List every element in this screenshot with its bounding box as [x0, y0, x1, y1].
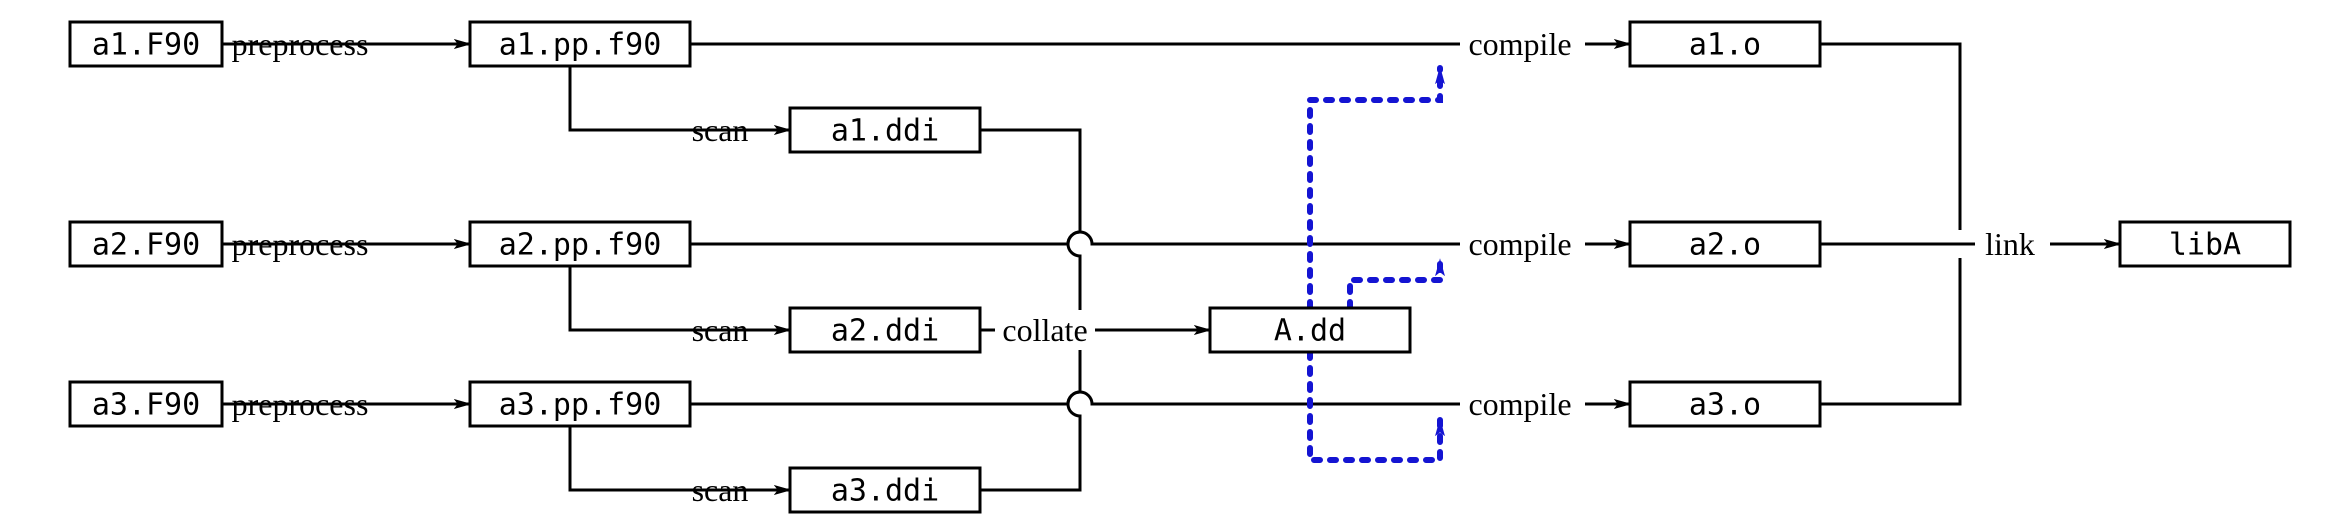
nodes-layer: a1.F90 a1.pp.f90 a1.ddi a1.o a2.F90 a2.pp.f90… — [70, 22, 2290, 512]
edge-label-scan: scan — [692, 112, 749, 148]
edge-label-compile: compile — [1468, 226, 1571, 262]
node-a3o: a3.o — [1630, 382, 1820, 426]
node-a2pp: a2.pp.f90 — [470, 222, 690, 266]
edge-Add-compile3 — [1310, 352, 1440, 460]
edge-label-preprocess: preprocess — [232, 386, 369, 422]
node-a2o: a2.o — [1630, 222, 1820, 266]
node-label-a1F90: a1.F90 — [92, 28, 200, 63]
edge-label-scan: scan — [692, 472, 749, 508]
node-label-a1pp: a1.pp.f90 — [499, 28, 662, 63]
edge-label-scan: scan — [692, 312, 749, 348]
node-a3pp: a3.pp.f90 — [470, 382, 690, 426]
node-a1o: a1.o — [1630, 22, 1820, 66]
edge-label-collate: collate — [1002, 312, 1087, 348]
node-label-Add: A.dd — [1274, 314, 1346, 349]
node-Add: A.dd — [1210, 308, 1410, 352]
edge-label-preprocess: preprocess — [232, 26, 369, 62]
node-a2F90: a2.F90 — [70, 222, 222, 266]
edge-Add-compile2 — [1350, 260, 1440, 308]
node-label-a2o: a2.o — [1689, 228, 1761, 263]
edge-label-preprocess: preprocess — [232, 226, 369, 262]
edge-a3pp-a3ddi — [570, 426, 790, 490]
node-label-a1o: a1.o — [1689, 28, 1761, 63]
edge-label-compile: compile — [1468, 386, 1571, 422]
edge-label-compile: compile — [1468, 26, 1571, 62]
node-a2ddi: a2.ddi — [790, 308, 980, 352]
edge-a1ddi-Add — [980, 130, 1080, 310]
node-libA: libA — [2120, 222, 2290, 266]
build-dependency-flowchart: preprocess preprocess preprocess scan scan sc… — [0, 0, 2328, 531]
node-label-a2pp: a2.pp.f90 — [499, 228, 662, 263]
edge-a2pp-a2ddi — [570, 266, 790, 330]
node-label-a3o: a3.o — [1689, 388, 1761, 423]
node-label-a3pp: a3.pp.f90 — [499, 388, 662, 423]
edge-a3ddi-Add — [980, 350, 1080, 490]
edge-Add-compile1 — [1310, 68, 1440, 308]
node-a3F90: a3.F90 — [70, 382, 222, 426]
node-a3ddi: a3.ddi — [790, 468, 980, 512]
edge-label-link: link — [1985, 226, 2035, 262]
node-label-a2ddi: a2.ddi — [831, 314, 939, 349]
node-label-a3F90: a3.F90 — [92, 388, 200, 423]
node-a1pp: a1.pp.f90 — [470, 22, 690, 66]
node-label-libA: libA — [2169, 228, 2241, 263]
node-a1ddi: a1.ddi — [790, 108, 980, 152]
edge-a1pp-a1ddi — [570, 66, 790, 130]
edge-a1o-libA — [1820, 44, 1960, 230]
node-label-a3ddi: a3.ddi — [831, 474, 939, 509]
node-label-a1ddi: a1.ddi — [831, 114, 939, 149]
edge-a3o-libA — [1820, 258, 1960, 404]
node-label-a2F90: a2.F90 — [92, 228, 200, 263]
node-a1F90: a1.F90 — [70, 22, 222, 66]
